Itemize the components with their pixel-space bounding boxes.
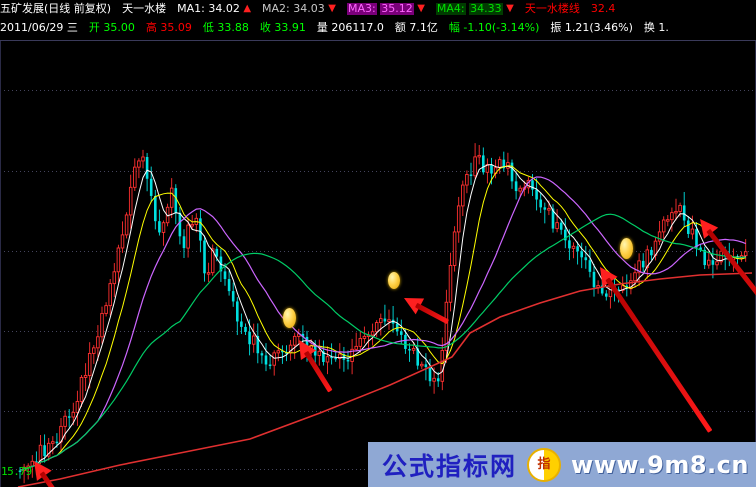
change-value: -1.10(-3.14%) xyxy=(463,21,540,34)
amplitude-label: 振 xyxy=(550,21,562,34)
gridline-1 xyxy=(0,90,756,91)
close-label: 收 xyxy=(259,21,271,34)
quote-weekday: 三 xyxy=(66,21,78,34)
volume-label: 量 xyxy=(316,21,328,34)
header-title-row: 五矿发展(日线 前复权) 天一水楼 MA1: 34.02 ▲ MA2: 34.0… xyxy=(0,3,615,15)
low-value: 33.88 xyxy=(217,21,249,34)
logo-glyph: 指 xyxy=(537,457,551,472)
gridline-3 xyxy=(0,251,756,252)
turnover-value: 1. xyxy=(658,21,669,34)
indicator-name: 天一水楼 xyxy=(122,2,167,15)
open-value: 35.00 xyxy=(103,21,135,34)
ma1-value: 34.02 xyxy=(208,2,240,15)
stock-title: 五矿发展(日线 前复权) xyxy=(0,2,112,15)
low-label: 低 xyxy=(202,21,214,34)
amplitude-value: 1.21(3.46%) xyxy=(564,21,633,34)
ma4-value: 34.33 xyxy=(469,2,503,15)
signal-line-value: 32.4 xyxy=(590,2,616,15)
plot-left-border xyxy=(0,41,1,487)
ma3-direction-icon: ▼ xyxy=(417,3,425,14)
ma2-direction-icon: ▼ xyxy=(328,3,336,14)
gridline-5 xyxy=(0,411,756,412)
ma2-value: 34.03 xyxy=(293,2,325,15)
quote-header-bar: 五矿发展(日线 前复权) 天一水楼 MA1: 34.02 ▲ MA2: 34.0… xyxy=(0,0,756,40)
ma2-label: MA2: xyxy=(262,2,290,15)
signal-line-label: 天一水楼线 xyxy=(524,2,580,15)
ma4-label: MA4: xyxy=(435,2,466,15)
amount-value: 7.1亿 xyxy=(409,21,438,34)
site-name-text: 公式指标网 xyxy=(382,451,518,481)
chart-plot-area[interactable]: 15.79 xyxy=(0,40,756,487)
candlestick-series xyxy=(18,143,748,484)
turnover-label: 换 xyxy=(643,21,655,34)
ma3-label: MA3: xyxy=(346,2,377,15)
watermark-banner: 公式指标网 指 www.9m8.cn xyxy=(368,442,756,487)
quote-date: 2011/06/29 xyxy=(0,21,64,34)
gridline-2 xyxy=(0,171,756,172)
ma4-direction-icon: ▼ xyxy=(506,3,514,14)
open-label: 开 xyxy=(88,21,100,34)
ma1-direction-icon: ▲ xyxy=(243,3,252,14)
site-logo-icon: 指 xyxy=(527,447,562,482)
candlestick-svg xyxy=(17,143,753,487)
site-url-text: www.9m8.cn xyxy=(571,450,749,479)
volume-value: 206117.0 xyxy=(331,21,384,34)
amount-label: 额 xyxy=(394,21,406,34)
price-axis-label: 15.79 xyxy=(1,465,32,478)
ma1-label: MA1: xyxy=(177,2,205,15)
close-value: 33.91 xyxy=(274,21,306,34)
header-quote-row: 2011/06/29 三 开 35.00 高 35.09 低 33.88 收 3… xyxy=(0,22,669,34)
moving-average-lines xyxy=(17,163,753,487)
high-label: 高 xyxy=(145,21,157,34)
ma3-value: 35.12 xyxy=(380,2,414,15)
high-value: 35.09 xyxy=(160,21,192,34)
change-label: 幅 xyxy=(448,21,460,34)
